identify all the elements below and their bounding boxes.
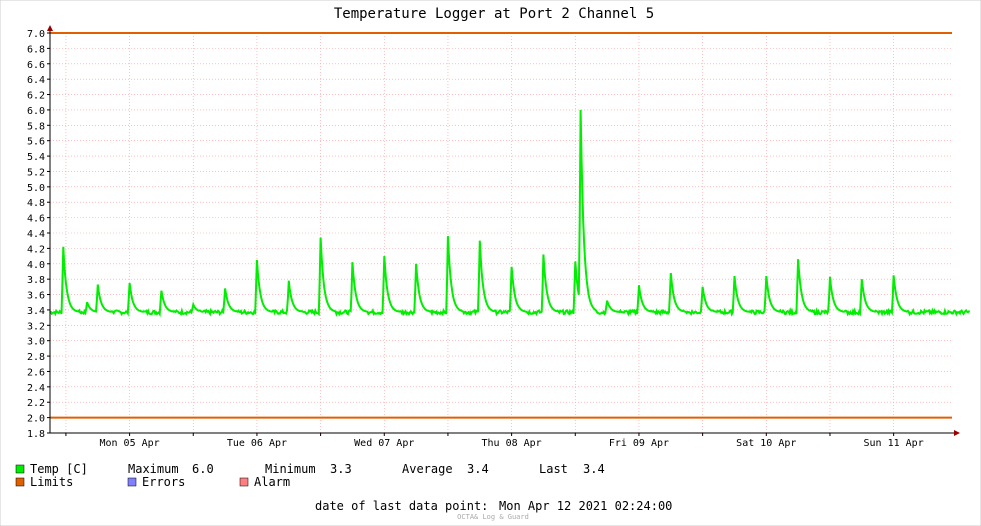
limit-lines (50, 32, 952, 419)
y-tick-label: 4.2 (27, 244, 45, 255)
legend-average-label: Average (402, 462, 453, 476)
x-tick-label: Wed 07 Apr (354, 438, 414, 449)
y-tick-label: 3.8 (27, 275, 45, 286)
y-tick-label: 5.0 (27, 183, 45, 194)
legend-minimum-label: Minimum (265, 462, 316, 476)
legend-swatch-limits (15, 477, 25, 487)
y-tick-label: 2.8 (27, 352, 45, 363)
series-line-temp (49, 109, 971, 318)
legend-maximum-value: 6.0 (192, 462, 214, 476)
y-tick-label: 2.0 (27, 414, 45, 425)
legend-swatch-errors (127, 477, 137, 487)
x-tick-label: Mon 05 Apr (99, 438, 159, 449)
y-tick-label: 2.2 (27, 398, 45, 409)
y-tick-label: 6.6 (27, 60, 45, 71)
legend-swatch-alarm (239, 477, 249, 487)
x-tick-label: Sun 11 Apr (864, 438, 924, 449)
y-tick-label: 4.6 (27, 214, 45, 225)
last-data-point-value: Mon Apr 12 2021 02:24:00 (499, 499, 672, 513)
x-tick-label: Fri 09 Apr (609, 438, 669, 449)
chart-title: Temperature Logger at Port 2 Channel 5 (334, 6, 654, 22)
y-axis-ticks: 7.0 6.8 6.6 6.4 6.2 6.0 5.8 5.6 5.4 5.2 5.0 4.8 4.6 4… (27, 29, 50, 440)
legend-limits-label: Limits (30, 475, 73, 489)
y-tick-label: 3.2 (27, 321, 45, 332)
y-tick-label: 5.2 (27, 167, 45, 178)
y-tick-label: 4.0 (27, 260, 45, 271)
y-tick-label: 2.6 (27, 367, 45, 378)
legend-temp-label: Temp [C] (30, 462, 88, 476)
x-tick-label: Tue 06 Apr (227, 438, 287, 449)
y-tick-label: 2.4 (27, 383, 45, 394)
y-tick-label: 5.4 (27, 152, 45, 163)
y-tick-label: 6.2 (27, 91, 45, 102)
legend-alarm-label: Alarm (254, 475, 290, 489)
legend-last-value: 3.4 (583, 462, 605, 476)
legend-errors-label: Errors (142, 475, 185, 489)
legend-last-label: Last (539, 462, 568, 476)
legend-swatch-temp (15, 464, 25, 474)
y-tick-label: 5.8 (27, 121, 45, 132)
y-tick-label: 1.8 (27, 429, 45, 440)
x-tick-label: Thu 08 Apr (482, 438, 542, 449)
y-axis-arrow (47, 25, 53, 31)
x-axis-arrow (954, 430, 960, 436)
legend-maximum-label: Maximum (128, 462, 179, 476)
watermark: OCTA& Log & Guard (457, 513, 529, 521)
y-tick-label: 4.4 (27, 229, 45, 240)
axes (47, 25, 960, 436)
y-tick-label: 6.8 (27, 44, 45, 55)
y-tick-label: 3.6 (27, 291, 45, 302)
y-tick-label: 7.0 (27, 29, 45, 40)
legend-minimum-value: 3.3 (330, 462, 352, 476)
y-tick-label: 5.6 (27, 137, 45, 148)
last-data-point-label: date of last data point: (315, 499, 488, 513)
series-layer (49, 109, 971, 318)
y-tick-label: 6.4 (27, 75, 45, 86)
y-tick-label: 6.0 (27, 106, 45, 117)
y-tick-label: 3.0 (27, 337, 45, 348)
grid (50, 32, 952, 434)
legend-average-value: 3.4 (467, 462, 489, 476)
x-tick-label: Sat 10 Apr (736, 438, 796, 449)
y-tick-label: 4.8 (27, 198, 45, 209)
y-tick-label: 3.4 (27, 306, 45, 317)
legend: Temp [C] Maximum 6.0 Minimum 3.3 Average… (15, 462, 605, 489)
